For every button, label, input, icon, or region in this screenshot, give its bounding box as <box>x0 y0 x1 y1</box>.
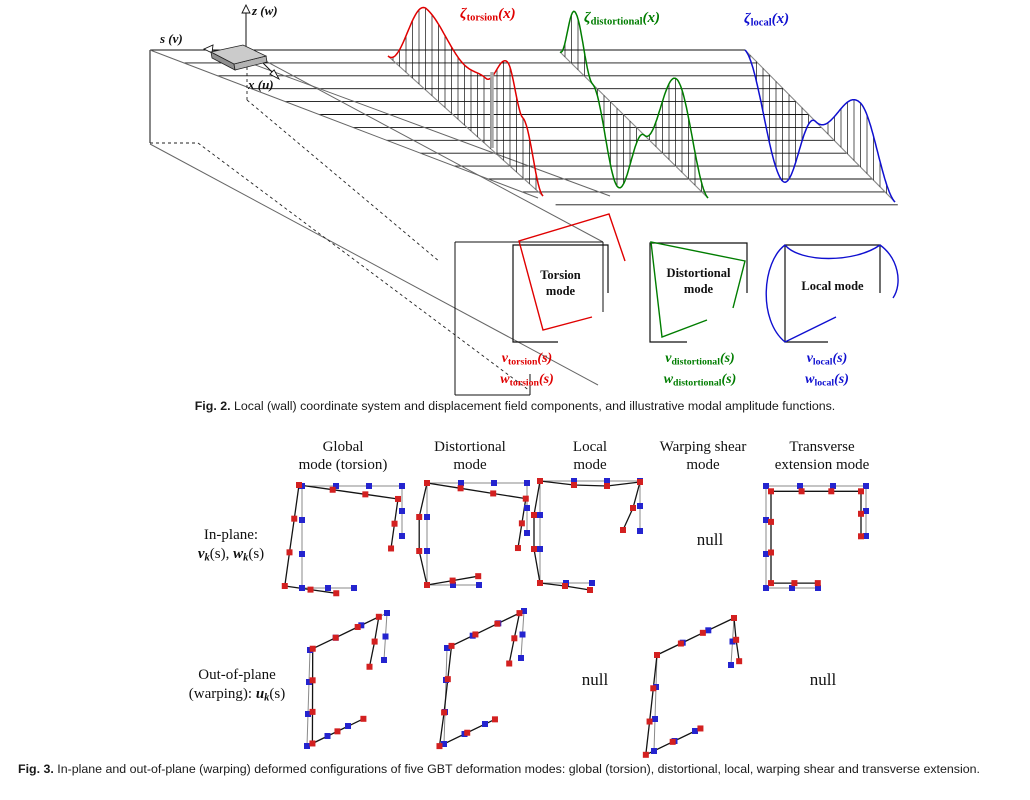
member-diagonal-4 <box>149 143 599 386</box>
row-label-inplane: In-plane: vk(s), wk(s) <box>197 527 265 564</box>
local-deformed-shape <box>765 244 899 343</box>
gbt-mode-sections <box>281 478 869 758</box>
torsion-box-outline <box>512 244 609 343</box>
zeta-distortional-label: ζdistortional(x) <box>584 10 661 28</box>
distortional-amplitude-wave <box>559 10 709 199</box>
wall-element-top <box>209 44 268 65</box>
member-diagonal-2 <box>249 62 611 197</box>
warping-section-warpshear <box>642 615 743 758</box>
figure3-caption-text: In-plane and out-of-plane (warping) defo… <box>53 762 980 776</box>
member-diagonal-3 <box>244 49 604 243</box>
warping-section-distortional <box>436 608 527 750</box>
inplane-section-distortional <box>416 480 530 588</box>
s-axis-arrow <box>202 44 214 54</box>
figure2-caption-text: Local (wall) coordinate system and displ… <box>230 399 836 413</box>
col-header-global: Global mode (torsion) <box>298 439 388 474</box>
null-inplane-warping-shear: null <box>696 530 724 549</box>
warping-section-torsion <box>304 610 390 749</box>
torsion-box-title: Torsion mode <box>540 268 581 298</box>
figure3-caption: Fig. 3. In-plane and out-of-plane (warpi… <box>18 762 1012 776</box>
member-grid-lines <box>150 49 898 206</box>
torsion-deformed-shape <box>518 213 626 331</box>
torsion-amplitude-wave <box>387 6 544 197</box>
member-wireframe <box>149 3 611 396</box>
s-axis-label: s (v) <box>160 31 183 46</box>
v-distortional-label: vdistortional(s) <box>665 351 735 368</box>
row-label-outofplane: Out-of-plane (warping): uk(s) <box>188 667 286 704</box>
member-diagonal-1 <box>149 49 539 199</box>
inplane-section-torsion <box>281 482 405 597</box>
w-torsion-label: wtorsion(s) <box>500 372 554 389</box>
member-hidden-edge-1 <box>150 142 531 392</box>
z-axis-arrow <box>241 3 251 14</box>
distortional-deformed-shape <box>650 241 746 338</box>
col-header-local: Local mode <box>572 439 608 474</box>
v-local-label: vlocal(s) <box>806 351 848 368</box>
x-axis-label: x (u) <box>248 77 274 92</box>
distortional-box-outline <box>649 242 748 343</box>
v-torsion-label: vtorsion(s) <box>501 351 553 368</box>
inplane-section-local <box>531 478 643 593</box>
col-header-warping-shear: Warping shear mode <box>659 439 747 474</box>
zeta-local-label: ζlocal(x) <box>744 11 790 29</box>
col-header-transverse: Transverse extension mode <box>774 439 870 474</box>
w-local-label: wlocal(s) <box>805 372 849 389</box>
distortional-box-title: Distortional mode <box>666 266 731 296</box>
null-warping-transverse: null <box>809 670 837 689</box>
inplane-section-transverse <box>763 483 869 591</box>
local-amplitude-wave <box>744 49 896 203</box>
x-axis-arrow <box>269 69 281 81</box>
figure2-caption: Fig. 2. Local (wall) coordinate system a… <box>0 399 1030 413</box>
modal-amplitude-waves <box>387 6 896 203</box>
figure2-caption-label: Fig. 2. <box>194 399 231 413</box>
local-box-title: Local mode <box>801 279 864 293</box>
z-axis-label: z (w) <box>252 3 278 18</box>
zeta-torsion-label: ζtorsion(x) <box>460 6 516 24</box>
col-header-distortional: Distortional mode <box>434 439 506 474</box>
null-warping-local: null <box>581 670 609 689</box>
w-distortional-label: wdistortional(s) <box>663 372 737 389</box>
member-hidden-edge-2 <box>246 67 441 263</box>
mode-boxes <box>512 213 899 343</box>
figure3-caption-label: Fig. 3. <box>18 762 54 776</box>
member-end-section <box>454 241 604 396</box>
